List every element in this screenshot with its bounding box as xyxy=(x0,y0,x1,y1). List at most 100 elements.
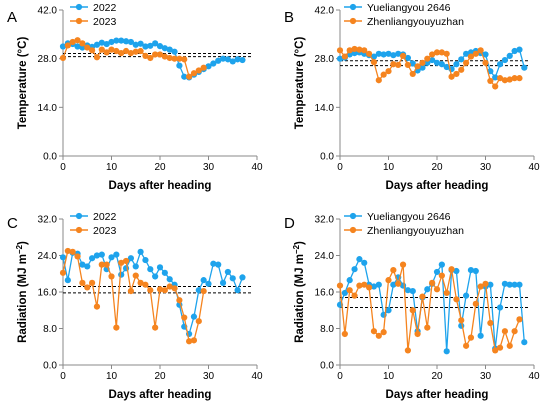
data-point xyxy=(93,54,101,61)
data-point xyxy=(215,57,222,64)
data-point xyxy=(399,261,407,268)
data-point xyxy=(152,273,159,280)
data-point xyxy=(467,53,475,60)
x-tick-label: 10 xyxy=(106,371,118,382)
data-point xyxy=(181,314,188,321)
y-tick-label: 32.0 xyxy=(315,215,335,226)
data-point xyxy=(132,272,139,279)
data-point xyxy=(122,38,130,45)
panel-label: A xyxy=(7,9,17,26)
data-point xyxy=(361,281,368,288)
data-point xyxy=(152,51,159,58)
data-point xyxy=(521,64,528,71)
data-point xyxy=(64,42,71,49)
legend-label: 2022 xyxy=(93,2,117,14)
data-point xyxy=(433,286,441,293)
data-point xyxy=(205,280,212,287)
data-point xyxy=(200,277,207,284)
data-point xyxy=(113,37,120,44)
data-point xyxy=(161,45,168,52)
data-point xyxy=(152,324,159,331)
data-point xyxy=(171,55,178,62)
data-point xyxy=(487,319,494,327)
data-point xyxy=(467,267,475,274)
data-point xyxy=(443,348,450,355)
data-point xyxy=(501,280,508,287)
data-point xyxy=(161,287,168,294)
data-point xyxy=(463,292,470,299)
data-point xyxy=(166,46,173,53)
data-point xyxy=(98,46,105,53)
data-point xyxy=(137,248,144,255)
data-point xyxy=(137,279,144,286)
data-point xyxy=(419,64,426,71)
data-point xyxy=(79,261,86,268)
x-axis-label: Days after heading xyxy=(386,180,489,192)
data-point xyxy=(458,317,465,324)
data-point xyxy=(127,38,134,46)
data-point xyxy=(496,75,504,82)
data-point xyxy=(219,279,227,286)
series-2022 xyxy=(59,248,246,338)
data-point xyxy=(467,334,475,341)
data-point xyxy=(366,284,373,291)
data-point xyxy=(477,283,484,290)
data-point xyxy=(186,338,193,345)
data-point xyxy=(511,75,518,82)
data-point xyxy=(195,287,202,294)
data-point xyxy=(443,63,450,71)
data-point xyxy=(356,256,363,263)
legend-entry: 2023 xyxy=(70,225,117,237)
data-point xyxy=(361,47,368,54)
data-point xyxy=(361,259,368,266)
data-point xyxy=(156,51,164,58)
data-point xyxy=(409,287,416,295)
data-point xyxy=(458,66,465,73)
data-point xyxy=(501,56,508,64)
data-point xyxy=(118,259,125,266)
data-point xyxy=(448,266,455,273)
legend-entry: 2022 xyxy=(70,2,117,14)
data-point xyxy=(458,322,465,329)
data-point xyxy=(156,286,164,293)
data-point xyxy=(501,77,508,84)
data-point xyxy=(113,47,120,55)
data-point xyxy=(370,283,378,290)
data-point xyxy=(171,285,178,292)
data-point xyxy=(108,254,115,261)
series-yueliangyou-2646 xyxy=(336,256,528,355)
data-point xyxy=(195,318,202,325)
data-point xyxy=(453,296,460,303)
legend-label: 2023 xyxy=(93,225,117,237)
y-tick-label: 14.0 xyxy=(315,103,335,114)
data-point xyxy=(390,52,397,59)
y-tick-label: 28.0 xyxy=(38,54,58,65)
data-point xyxy=(59,269,67,276)
data-point xyxy=(181,73,188,80)
legend-entry: 2022 xyxy=(70,211,117,223)
x-tick-label: 30 xyxy=(203,371,215,382)
data-point xyxy=(506,281,513,288)
data-point xyxy=(346,287,353,294)
legend-marker xyxy=(75,226,83,234)
data-point xyxy=(108,38,115,46)
legend-marker xyxy=(75,17,83,25)
data-point xyxy=(501,328,508,335)
data-point xyxy=(341,330,348,338)
data-point xyxy=(453,267,460,275)
data-point xyxy=(74,43,81,50)
data-point xyxy=(385,277,392,284)
data-point xyxy=(404,54,411,62)
legend-marker xyxy=(349,17,357,25)
data-point xyxy=(132,41,139,48)
y-axis-label: Temperature (°C) xyxy=(294,37,306,130)
data-point xyxy=(346,277,353,284)
data-point xyxy=(458,56,465,63)
data-point xyxy=(409,70,416,78)
x-tick-label: 10 xyxy=(383,371,395,382)
y-tick-label: 16.0 xyxy=(38,288,58,299)
data-point xyxy=(346,47,353,54)
legend-entry: Zhenliangyouyuzhan xyxy=(344,16,464,28)
data-point xyxy=(137,40,144,47)
